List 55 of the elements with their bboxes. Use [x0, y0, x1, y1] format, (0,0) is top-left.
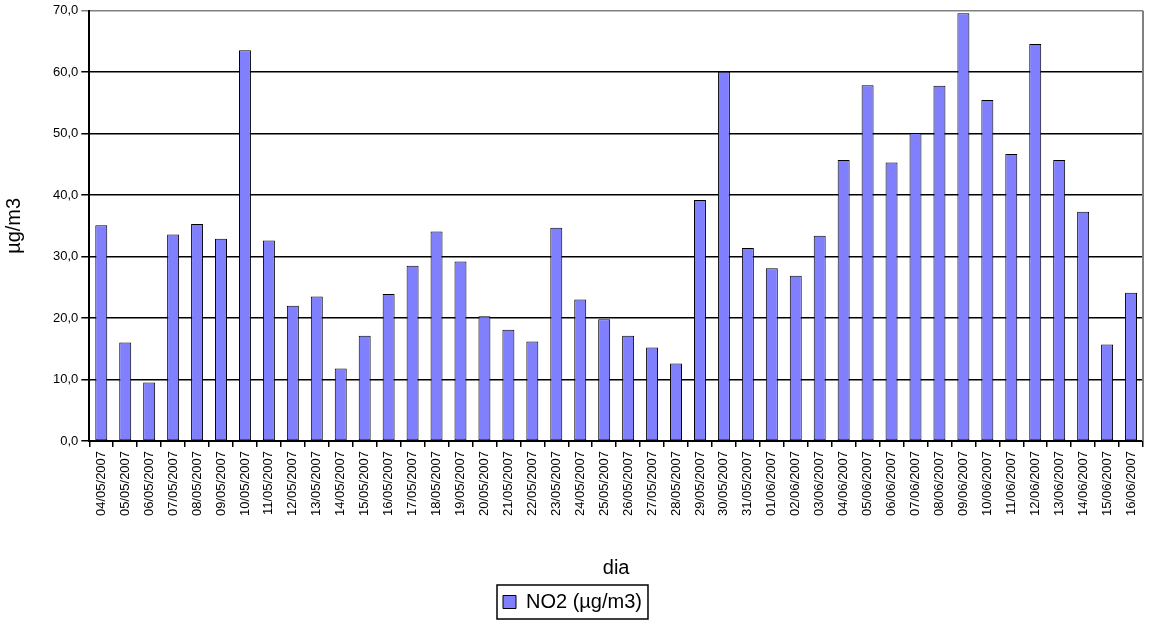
x-tick-label: 13/06/2007 — [1050, 450, 1066, 517]
x-tick-label: 11/05/2007 — [260, 450, 276, 516]
x-tick-label: 31/05/2007 — [739, 450, 755, 517]
legend-label: NO2 (µg/m3) — [526, 589, 643, 612]
x-tick-label: 28/05/2007 — [667, 450, 683, 517]
y-tick-label: 10,0 — [52, 371, 79, 387]
y-tick-label: 50,0 — [52, 125, 79, 141]
x-tick-label: 04/06/2007 — [835, 450, 851, 517]
x-tick-label: 16/06/2007 — [1122, 450, 1138, 517]
x-tick-label: 16/05/2007 — [380, 450, 396, 517]
y-tick-label: 20,0 — [52, 309, 79, 325]
x-tick-label: 20/05/2007 — [476, 450, 492, 517]
x-tick-label: 03/06/2007 — [811, 450, 827, 517]
x-tick-label: 21/05/2007 — [499, 450, 515, 517]
x-tick-label: 29/05/2007 — [691, 450, 707, 517]
x-tick-label: 11/06/2007 — [1002, 450, 1018, 516]
x-tick-label: 13/05/2007 — [308, 450, 324, 517]
x-tick-label: 06/05/2007 — [140, 450, 156, 517]
y-tick-label: 60,0 — [52, 63, 79, 79]
x-tick-label: 04/05/2007 — [92, 450, 108, 517]
x-tick-label: 01/06/2007 — [763, 450, 779, 517]
x-tick-label: 09/06/2007 — [954, 450, 970, 517]
x-tick-label: 26/05/2007 — [619, 450, 635, 517]
x-tick-label: 07/06/2007 — [907, 450, 923, 517]
x-tick-label: 05/05/2007 — [116, 450, 132, 517]
x-tick-label: 15/06/2007 — [1098, 450, 1114, 517]
x-tick-label: 08/06/2007 — [931, 450, 947, 517]
x-tick-label: 27/05/2007 — [643, 450, 659, 517]
x-tick-label: 25/05/2007 — [595, 450, 611, 517]
x-tick-label: 12/05/2007 — [284, 450, 300, 517]
x-tick-label: 10/05/2007 — [236, 450, 252, 517]
x-tick-label: 10/06/2007 — [978, 450, 994, 517]
x-tick-label: 24/05/2007 — [571, 450, 587, 517]
x-tick-label: 06/06/2007 — [883, 450, 899, 517]
y-tick-label: 0,0 — [60, 432, 79, 448]
x-tick-label: 17/05/2007 — [404, 450, 420, 517]
x-tick-label: 23/05/2007 — [547, 450, 563, 517]
x-tick-label: 07/05/2007 — [164, 450, 180, 517]
x-tick-label: 09/05/2007 — [212, 450, 228, 517]
x-tick-label: 15/05/2007 — [356, 450, 372, 517]
x-tick-label: 14/05/2007 — [332, 450, 348, 517]
x-tick-label: 22/05/2007 — [523, 450, 539, 517]
x-tick-label: 18/05/2007 — [428, 450, 444, 517]
x-tick-label: 05/06/2007 — [859, 450, 875, 517]
y-tick-label: 70,0 — [52, 2, 79, 18]
x-tick-label: 30/05/2007 — [715, 450, 731, 517]
x-tick-label: 19/05/2007 — [452, 450, 468, 517]
x-axis-title: dia — [602, 555, 631, 578]
y-axis-title: µg/m3 — [1, 197, 24, 254]
x-tick-label: 02/06/2007 — [787, 450, 803, 517]
x-tick-label: 08/05/2007 — [188, 450, 204, 517]
x-tick-label: 12/06/2007 — [1026, 450, 1042, 517]
y-tick-label: 40,0 — [52, 186, 79, 202]
x-tick-label: 14/06/2007 — [1074, 450, 1090, 517]
y-tick-label: 30,0 — [52, 248, 79, 264]
